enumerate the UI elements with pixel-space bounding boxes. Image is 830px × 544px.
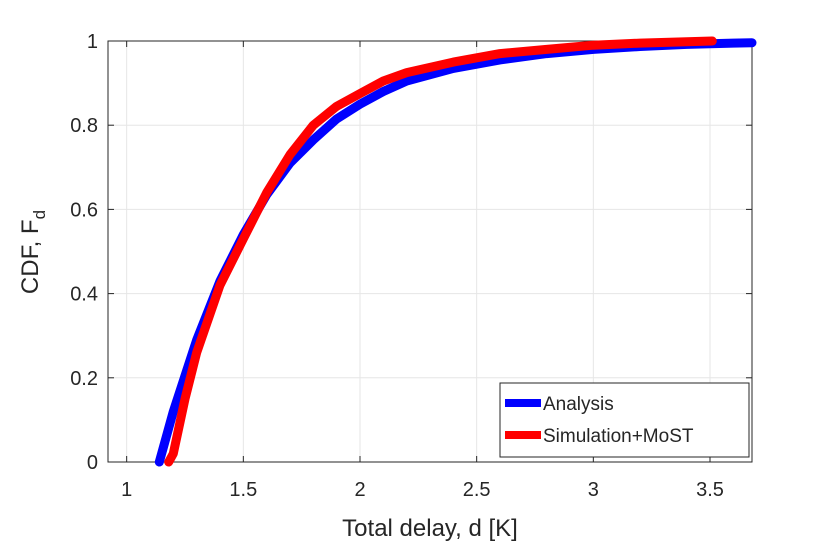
x-tick-label: 3.5 [696, 479, 724, 501]
legend-label-analysis: Analysis [543, 394, 614, 415]
y-tick-label: 0.4 [70, 284, 98, 306]
x-tick-label: 2 [354, 479, 365, 501]
legend: Analysis Simulation+MoST [499, 382, 750, 458]
x-tick-label: 1 [121, 479, 132, 501]
y-axis-label: CDF, Fd [17, 210, 49, 294]
legend-label-simulation: Simulation+MoST [543, 426, 694, 447]
x-tick-label: 2.5 [463, 479, 491, 501]
x-tick-label: 3 [588, 479, 599, 501]
x-axis-label: Total delay, d [K] [342, 515, 518, 542]
y-tick-label: 0.6 [70, 199, 98, 221]
y-axis-label-subscript: d [30, 210, 49, 219]
y-tick-label: 1 [87, 31, 98, 53]
y-axis-label-main: CDF, F [17, 219, 44, 294]
axis-ticks: 1 1.5 2 2.5 3 3.5 0 0.2 0.4 0.6 0.8 1 [70, 31, 752, 501]
y-tick-label: 0.2 [70, 368, 98, 390]
series-line-simulation [164, 36, 717, 467]
x-tick-label: 1.5 [229, 479, 257, 501]
y-tick-label: 0 [87, 452, 98, 474]
y-tick-label: 0.8 [70, 115, 98, 137]
series-layer [154, 36, 757, 467]
legend-box [499, 382, 750, 458]
plot-area-frame [107, 40, 753, 463]
